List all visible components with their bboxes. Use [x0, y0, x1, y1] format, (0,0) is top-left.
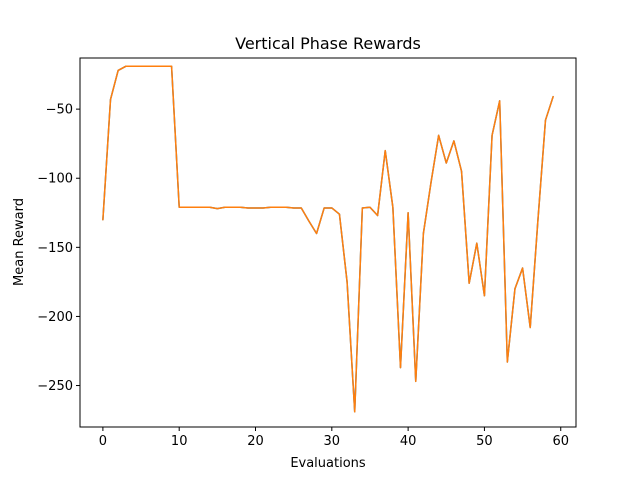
- x-tick-label: 30: [324, 434, 341, 449]
- x-tick-label: 60: [552, 434, 569, 449]
- y-axis-label: Mean Reward: [12, 198, 27, 286]
- y-tick-label: −200: [37, 310, 73, 325]
- y-tick-label: −250: [37, 379, 73, 394]
- x-tick-label: 20: [247, 434, 264, 449]
- chart-title: Vertical Phase Rewards: [235, 34, 421, 53]
- ticks-layer: 0 10 20 30 40 50 60 −250 −200 −150 −100 −50: [37, 103, 569, 449]
- x-tick-label: 0: [99, 434, 107, 449]
- x-tick-label: 40: [400, 434, 417, 449]
- series-line: [102, 65, 554, 413]
- y-tick-label: −150: [37, 241, 73, 256]
- y-tick-label: −50: [46, 103, 73, 118]
- y-tick-label: −100: [37, 172, 73, 187]
- axes-frame: [79, 57, 577, 428]
- x-tick-label: 50: [476, 434, 493, 449]
- plot-layer: [102, 65, 554, 413]
- x-tick-label: 10: [171, 434, 188, 449]
- x-axis-label: Evaluations: [290, 456, 366, 471]
